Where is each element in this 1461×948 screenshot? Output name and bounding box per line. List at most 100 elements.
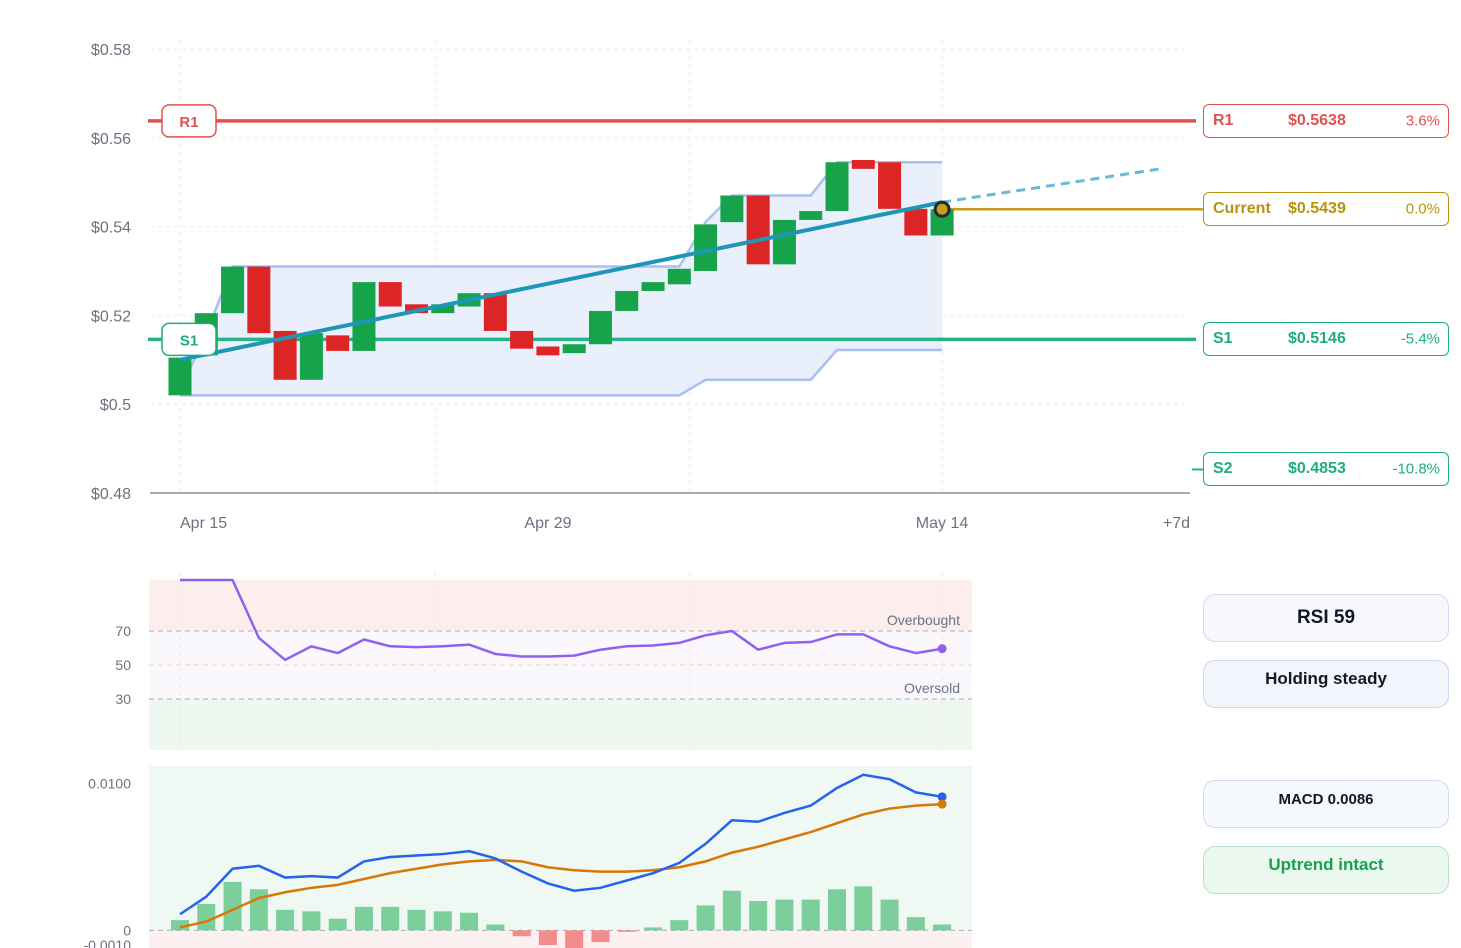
- level-box-r1: R1 $0.5638 3.6%: [1203, 103, 1449, 138]
- candle: [352, 282, 376, 351]
- candle: [667, 268, 691, 285]
- level-price: $0.5146: [1288, 330, 1346, 348]
- level-percent: 0.0%: [1405, 200, 1440, 218]
- price-x-tick: May 14: [916, 515, 969, 532]
- level-price: $0.5439: [1288, 200, 1346, 218]
- rsi-value-card: RSI 59: [1203, 594, 1449, 642]
- rsi-y-tick: 50: [115, 657, 131, 673]
- price-x-tick: Apr 15: [180, 515, 227, 532]
- candle: [825, 162, 849, 212]
- macd-histogram-bar: [407, 909, 426, 931]
- macd-histogram-bar: [433, 911, 452, 931]
- price-y-tick: $0.58: [91, 42, 131, 59]
- candle: [772, 219, 796, 265]
- rsi-guide-label: Overbought: [887, 612, 960, 628]
- macd-histogram-bar: [197, 903, 216, 931]
- macd-histogram-bar: [617, 930, 636, 932]
- candle: [878, 162, 902, 209]
- rsi-overbought-zone: [149, 580, 972, 631]
- level-price: $0.5638: [1288, 111, 1346, 129]
- macd-y-tick: 0.0100: [88, 776, 131, 792]
- candle: [904, 208, 928, 236]
- level-percent: -10.8%: [1392, 460, 1440, 478]
- candle: [378, 282, 402, 307]
- candle: [168, 357, 192, 396]
- macd-histogram-bar: [565, 930, 584, 948]
- rsi-status: Holding steady: [1265, 669, 1387, 688]
- macd-histogram-bar: [171, 920, 189, 931]
- macd-histogram-bar: [749, 901, 768, 931]
- rsi-panel: 70 Overbought 50 30 Oversold: [115, 572, 972, 750]
- level-tag-s1: [161, 322, 217, 357]
- candle: [746, 195, 770, 265]
- level-box-s1: S1 $0.5146 -5.4%: [1203, 322, 1449, 357]
- candle: [588, 310, 612, 345]
- macd-signal-endpoint: [937, 799, 947, 809]
- rsi-oversold-zone: [149, 699, 972, 750]
- macd-value-card: MACD 0.0086: [1203, 780, 1449, 828]
- macd-histogram-bar: [328, 918, 347, 931]
- candle: [405, 304, 429, 314]
- trend-projection: [941, 167, 1161, 204]
- macd-signal-line: [179, 802, 943, 929]
- candle: [247, 266, 271, 334]
- macd-y-tick: -0.0010: [84, 937, 132, 948]
- price-x-tick: +7d: [1163, 515, 1190, 532]
- price-y-tick: $0.52: [91, 308, 131, 325]
- rsi-line: [180, 578, 943, 662]
- macd-histogram-bar: [512, 930, 531, 937]
- macd-histogram-bar: [486, 924, 505, 931]
- candle: [799, 211, 823, 220]
- level-box-current: Current $0.5439 0.0%: [1203, 192, 1449, 227]
- macd-negative-zone: [149, 930, 972, 948]
- candle: [483, 293, 507, 331]
- level-percent: 3.6%: [1405, 112, 1440, 130]
- current-price-marker: [933, 200, 951, 218]
- price-y-tick: $0.48: [91, 486, 131, 503]
- candle: [273, 330, 297, 380]
- macd-histogram-bar: [460, 912, 479, 931]
- candle: [720, 195, 744, 223]
- candle: [326, 335, 350, 351]
- macd-histogram-bar: [933, 924, 952, 931]
- channel-upper-line: [178, 160, 943, 392]
- macd-line: [179, 773, 943, 916]
- macd-histogram-bar: [801, 899, 820, 931]
- rsi-y-tick: 30: [115, 691, 131, 707]
- macd-histogram-bar: [854, 886, 873, 931]
- macd-histogram-bar: [381, 906, 400, 931]
- macd-histogram-bar: [276, 909, 295, 931]
- candle: [510, 330, 534, 349]
- level-box-s2: S2 $0.4853 -10.8%: [1203, 452, 1449, 487]
- trend-status: Uptrend intact: [1268, 855, 1384, 874]
- channel-lower-line: [180, 348, 943, 397]
- macd-histogram-bar: [775, 899, 794, 931]
- price-panel: $0.58 $0.56 $0.54 $0.52 $0.5 $0.48 Apr 15 Apr 2…: [91, 40, 1203, 532]
- candle: [615, 290, 639, 311]
- candle: [536, 346, 560, 356]
- candle: [562, 344, 586, 354]
- macd-histogram-bar: [828, 889, 846, 931]
- trend-line: [179, 200, 943, 362]
- rsi-neutral-zone: [149, 631, 972, 699]
- rsi-guide-label: Oversold: [904, 680, 960, 696]
- level-name: S1: [1213, 330, 1233, 348]
- level-name: S2: [1213, 460, 1233, 478]
- rsi-status-card: Holding steady: [1203, 660, 1449, 708]
- candle: [299, 333, 323, 380]
- macd-histogram-bar: [591, 930, 610, 943]
- macd-value: MACD 0.0086: [1278, 791, 1374, 808]
- candle: [930, 209, 954, 236]
- macd-histogram-bar: [644, 927, 663, 931]
- rsi-endpoint: [937, 644, 947, 654]
- macd-histogram-bar: [354, 906, 373, 931]
- candle: [431, 304, 455, 314]
- price-x-tick: Apr 29: [524, 515, 571, 532]
- level-tag-r1: [161, 104, 217, 138]
- candle: [641, 282, 665, 291]
- price-y-tick: $0.56: [91, 131, 131, 148]
- macd-histogram-bar: [722, 890, 741, 931]
- macd-histogram-bar: [302, 911, 321, 931]
- macd-positive-zone: [149, 766, 972, 931]
